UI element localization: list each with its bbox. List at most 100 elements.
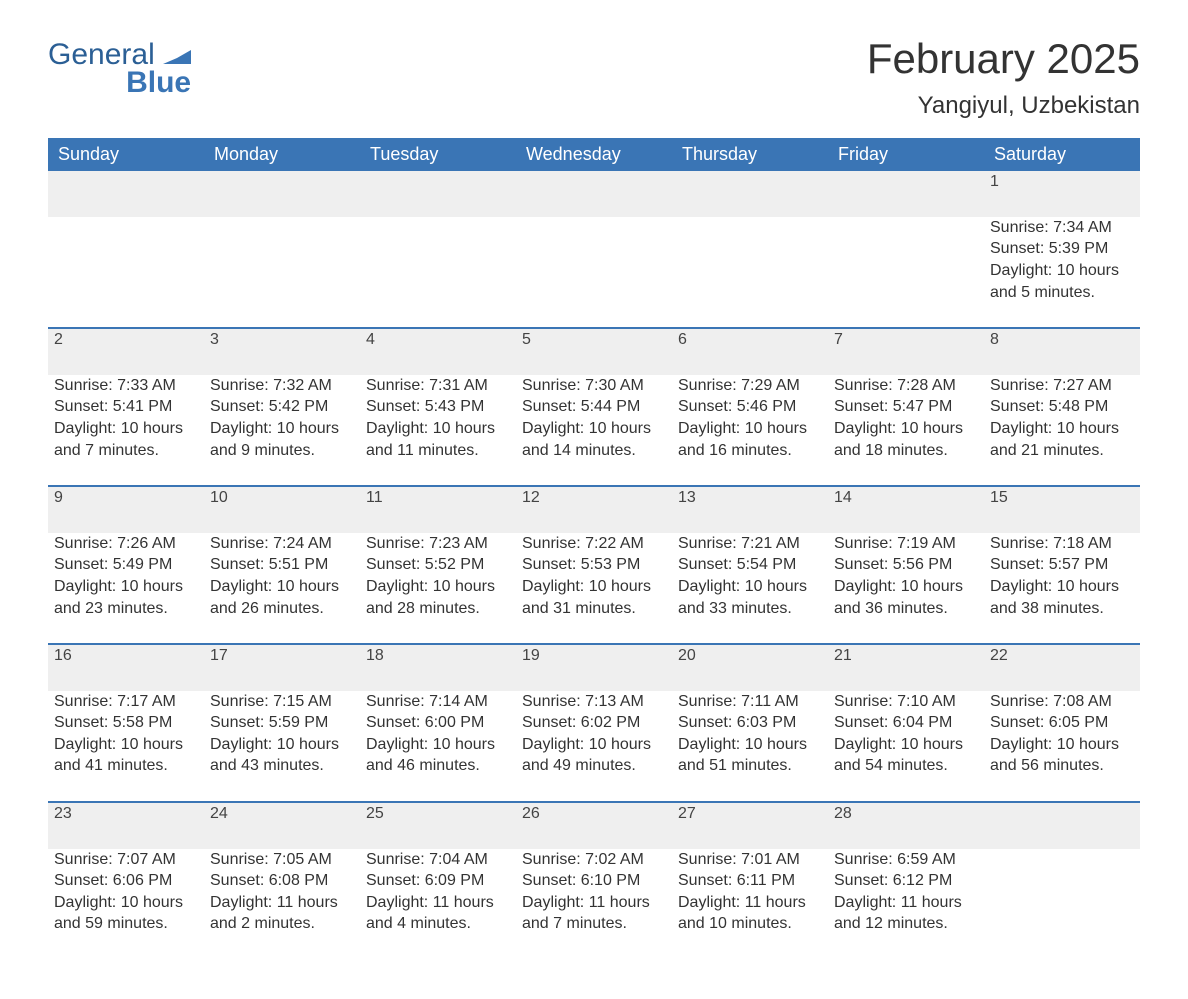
day-detail-cell: Sunrise: 7:19 AMSunset: 5:56 PMDaylight:…	[828, 533, 984, 644]
weekday-header-row: SundayMondayTuesdayWednesdayThursdayFrid…	[48, 138, 1140, 171]
sunrise-line: Sunrise: 7:26 AM	[54, 533, 198, 555]
sunset-line: Sunset: 6:04 PM	[834, 712, 978, 734]
week-number-row: 16171819202122	[48, 644, 1140, 691]
sunset-line: Sunset: 6:12 PM	[834, 870, 978, 892]
sunset-line: Sunset: 6:03 PM	[678, 712, 822, 734]
daylight-line: Daylight: 10 hours and 46 minutes.	[366, 734, 510, 777]
daylight-line: Daylight: 10 hours and 56 minutes.	[990, 734, 1134, 777]
day-detail-cell: Sunrise: 6:59 AMSunset: 6:12 PMDaylight:…	[828, 849, 984, 959]
sunset-line: Sunset: 5:41 PM	[54, 396, 198, 418]
sunrise-line: Sunrise: 6:59 AM	[834, 849, 978, 871]
day-number-cell	[984, 802, 1140, 849]
day-detail-cell: Sunrise: 7:33 AMSunset: 5:41 PMDaylight:…	[48, 375, 204, 486]
week-detail-row: Sunrise: 7:34 AMSunset: 5:39 PMDaylight:…	[48, 217, 1140, 328]
sunrise-line: Sunrise: 7:10 AM	[834, 691, 978, 713]
sunrise-line: Sunrise: 7:04 AM	[366, 849, 510, 871]
logo: General Blue	[48, 36, 191, 98]
daylight-line: Daylight: 10 hours and 49 minutes.	[522, 734, 666, 777]
day-detail-cell	[672, 217, 828, 328]
daylight-line: Daylight: 10 hours and 43 minutes.	[210, 734, 354, 777]
sunset-line: Sunset: 5:51 PM	[210, 554, 354, 576]
daylight-line: Daylight: 10 hours and 11 minutes.	[366, 418, 510, 461]
day-detail-cell: Sunrise: 7:18 AMSunset: 5:57 PMDaylight:…	[984, 533, 1140, 644]
daylight-line: Daylight: 10 hours and 51 minutes.	[678, 734, 822, 777]
day-detail-cell: Sunrise: 7:32 AMSunset: 5:42 PMDaylight:…	[204, 375, 360, 486]
sunrise-line: Sunrise: 7:34 AM	[990, 217, 1134, 239]
day-number-cell: 15	[984, 486, 1140, 533]
day-number-cell: 22	[984, 644, 1140, 691]
day-number-cell: 5	[516, 328, 672, 375]
sunrise-line: Sunrise: 7:15 AM	[210, 691, 354, 713]
weekday-header: Sunday	[48, 138, 204, 171]
sunrise-line: Sunrise: 7:23 AM	[366, 533, 510, 555]
sunset-line: Sunset: 5:59 PM	[210, 712, 354, 734]
sunrise-line: Sunrise: 7:08 AM	[990, 691, 1134, 713]
day-detail-cell: Sunrise: 7:26 AMSunset: 5:49 PMDaylight:…	[48, 533, 204, 644]
daylight-line: Daylight: 10 hours and 33 minutes.	[678, 576, 822, 619]
day-detail-cell	[360, 217, 516, 328]
day-number-cell: 16	[48, 644, 204, 691]
daylight-line: Daylight: 10 hours and 7 minutes.	[54, 418, 198, 461]
weekday-header: Friday	[828, 138, 984, 171]
sunset-line: Sunset: 6:02 PM	[522, 712, 666, 734]
day-number-cell: 23	[48, 802, 204, 849]
week-detail-row: Sunrise: 7:17 AMSunset: 5:58 PMDaylight:…	[48, 691, 1140, 802]
day-number-cell: 8	[984, 328, 1140, 375]
day-number-cell: 14	[828, 486, 984, 533]
day-detail-cell: Sunrise: 7:21 AMSunset: 5:54 PMDaylight:…	[672, 533, 828, 644]
day-detail-cell: Sunrise: 7:10 AMSunset: 6:04 PMDaylight:…	[828, 691, 984, 802]
day-number-cell: 26	[516, 802, 672, 849]
day-number-cell	[204, 171, 360, 217]
day-number-cell: 13	[672, 486, 828, 533]
day-detail-cell: Sunrise: 7:28 AMSunset: 5:47 PMDaylight:…	[828, 375, 984, 486]
week-number-row: 232425262728	[48, 802, 1140, 849]
day-detail-cell: Sunrise: 7:05 AMSunset: 6:08 PMDaylight:…	[204, 849, 360, 959]
sunset-line: Sunset: 6:00 PM	[366, 712, 510, 734]
day-number-cell: 24	[204, 802, 360, 849]
day-number-cell: 17	[204, 644, 360, 691]
day-number-cell: 28	[828, 802, 984, 849]
daylight-line: Daylight: 10 hours and 14 minutes.	[522, 418, 666, 461]
sunset-line: Sunset: 5:42 PM	[210, 396, 354, 418]
sunrise-line: Sunrise: 7:33 AM	[54, 375, 198, 397]
daylight-line: Daylight: 10 hours and 28 minutes.	[366, 576, 510, 619]
month-title: February 2025	[867, 36, 1140, 82]
sunrise-line: Sunrise: 7:07 AM	[54, 849, 198, 871]
sunset-line: Sunset: 5:56 PM	[834, 554, 978, 576]
daylight-line: Daylight: 11 hours and 10 minutes.	[678, 892, 822, 935]
daylight-line: Daylight: 10 hours and 59 minutes.	[54, 892, 198, 935]
day-detail-cell	[48, 217, 204, 328]
weekday-header: Tuesday	[360, 138, 516, 171]
sunrise-line: Sunrise: 7:22 AM	[522, 533, 666, 555]
daylight-line: Daylight: 11 hours and 7 minutes.	[522, 892, 666, 935]
day-number-cell: 4	[360, 328, 516, 375]
week-number-row: 2345678	[48, 328, 1140, 375]
sunset-line: Sunset: 5:39 PM	[990, 238, 1134, 260]
day-detail-cell: Sunrise: 7:07 AMSunset: 6:06 PMDaylight:…	[48, 849, 204, 959]
sunrise-line: Sunrise: 7:02 AM	[522, 849, 666, 871]
sunrise-line: Sunrise: 7:01 AM	[678, 849, 822, 871]
day-detail-cell	[516, 217, 672, 328]
week-detail-row: Sunrise: 7:07 AMSunset: 6:06 PMDaylight:…	[48, 849, 1140, 959]
week-number-row: 9101112131415	[48, 486, 1140, 533]
day-detail-cell: Sunrise: 7:08 AMSunset: 6:05 PMDaylight:…	[984, 691, 1140, 802]
day-number-cell: 19	[516, 644, 672, 691]
daylight-line: Daylight: 10 hours and 26 minutes.	[210, 576, 354, 619]
sunset-line: Sunset: 5:43 PM	[366, 396, 510, 418]
day-number-cell: 1	[984, 171, 1140, 217]
daylight-line: Daylight: 11 hours and 2 minutes.	[210, 892, 354, 935]
sunset-line: Sunset: 6:08 PM	[210, 870, 354, 892]
daylight-line: Daylight: 10 hours and 5 minutes.	[990, 260, 1134, 303]
sunrise-line: Sunrise: 7:27 AM	[990, 375, 1134, 397]
weekday-header: Wednesday	[516, 138, 672, 171]
day-number-cell: 7	[828, 328, 984, 375]
flag-icon	[163, 40, 191, 58]
day-detail-cell: Sunrise: 7:30 AMSunset: 5:44 PMDaylight:…	[516, 375, 672, 486]
sunrise-line: Sunrise: 7:30 AM	[522, 375, 666, 397]
sunrise-line: Sunrise: 7:19 AM	[834, 533, 978, 555]
calendar-table: SundayMondayTuesdayWednesdayThursdayFrid…	[48, 138, 1140, 959]
sunset-line: Sunset: 6:11 PM	[678, 870, 822, 892]
day-number-cell	[516, 171, 672, 217]
day-detail-cell	[984, 849, 1140, 959]
day-detail-cell: Sunrise: 7:24 AMSunset: 5:51 PMDaylight:…	[204, 533, 360, 644]
